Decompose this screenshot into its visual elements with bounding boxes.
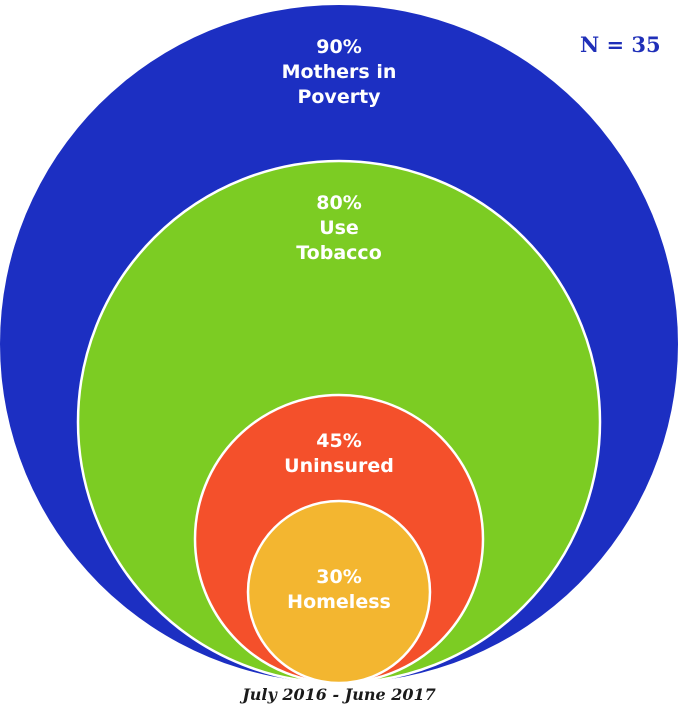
percent-label-tobacco: 80%: [316, 192, 361, 214]
category-label-poverty: Poverty: [297, 86, 381, 108]
category-label-homeless: Homeless: [287, 591, 391, 613]
circle-layer: [0, 5, 678, 685]
label-layer: 90% Mothers in Poverty 80% Use Tobacco 45% Unin…: [282, 36, 397, 613]
circle-homeless: [246, 499, 432, 685]
period-label: July 2016 - June 2017: [239, 685, 436, 704]
category-label-tobacco: Use: [319, 217, 359, 239]
percent-label-poverty: 90%: [316, 36, 361, 58]
percent-label-homeless: 30%: [316, 566, 361, 588]
category-label-poverty: Mothers in: [282, 61, 397, 83]
percent-label-uninsured: 45%: [316, 430, 361, 452]
category-label-uninsured: Uninsured: [284, 455, 394, 477]
category-label-tobacco: Tobacco: [296, 242, 382, 264]
sample-size-label: N = 35: [580, 32, 661, 57]
